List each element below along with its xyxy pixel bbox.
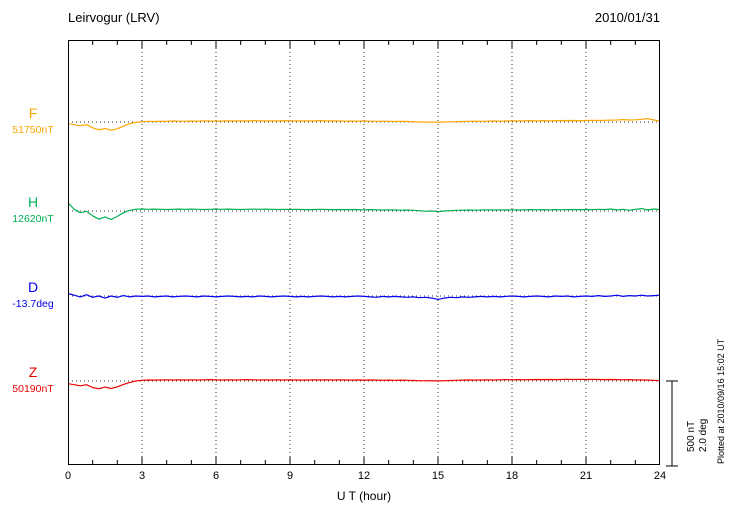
series-baseline-f: 51750nT bbox=[12, 124, 54, 136]
x-axis-title: U T (hour) bbox=[336, 489, 392, 503]
series-label-d: D -13.7deg bbox=[4, 280, 62, 310]
x-tick-label: 18 bbox=[505, 470, 519, 482]
series-label-h: H 12620nT bbox=[4, 195, 62, 225]
x-tick-label: 15 bbox=[431, 470, 445, 482]
series-baseline-d: -13.7deg bbox=[12, 298, 54, 310]
series-letter-f: F bbox=[28, 105, 38, 121]
x-tick-label: 6 bbox=[212, 470, 220, 482]
series-letter-d: D bbox=[27, 279, 39, 295]
x-tick-label: 24 bbox=[653, 470, 667, 482]
series-letter-h: H bbox=[27, 194, 39, 210]
x-axis-tick-labels: 0 3 6 9 12 15 18 21 24 bbox=[0, 470, 730, 484]
scale-bar-nt-label: 500 nT bbox=[686, 420, 697, 452]
plot-area bbox=[68, 40, 660, 465]
page-title: Leirvogur (LRV) bbox=[68, 10, 160, 25]
series-label-z: Z 50190nT bbox=[4, 365, 62, 395]
plotted-at-watermark: Plotted at 2010/09/16 15:02 UT bbox=[716, 338, 726, 464]
x-tick-label: 9 bbox=[286, 470, 294, 482]
date-label: 2010/01/31 bbox=[594, 10, 660, 25]
scale-bar bbox=[666, 380, 678, 467]
series-label-f: F 51750nT bbox=[4, 106, 62, 136]
series-letter-z: Z bbox=[28, 364, 38, 380]
scale-bar-deg-label: 2.0 deg bbox=[698, 418, 709, 452]
series-baseline-h: 12620nT bbox=[12, 213, 54, 225]
x-tick-label: 21 bbox=[579, 470, 593, 482]
x-tick-label: 0 bbox=[64, 470, 72, 482]
x-tick-label: 3 bbox=[138, 470, 146, 482]
magnetogram-plot bbox=[68, 40, 660, 465]
x-tick-label: 12 bbox=[357, 470, 371, 482]
series-baseline-z: 50190nT bbox=[12, 383, 54, 395]
